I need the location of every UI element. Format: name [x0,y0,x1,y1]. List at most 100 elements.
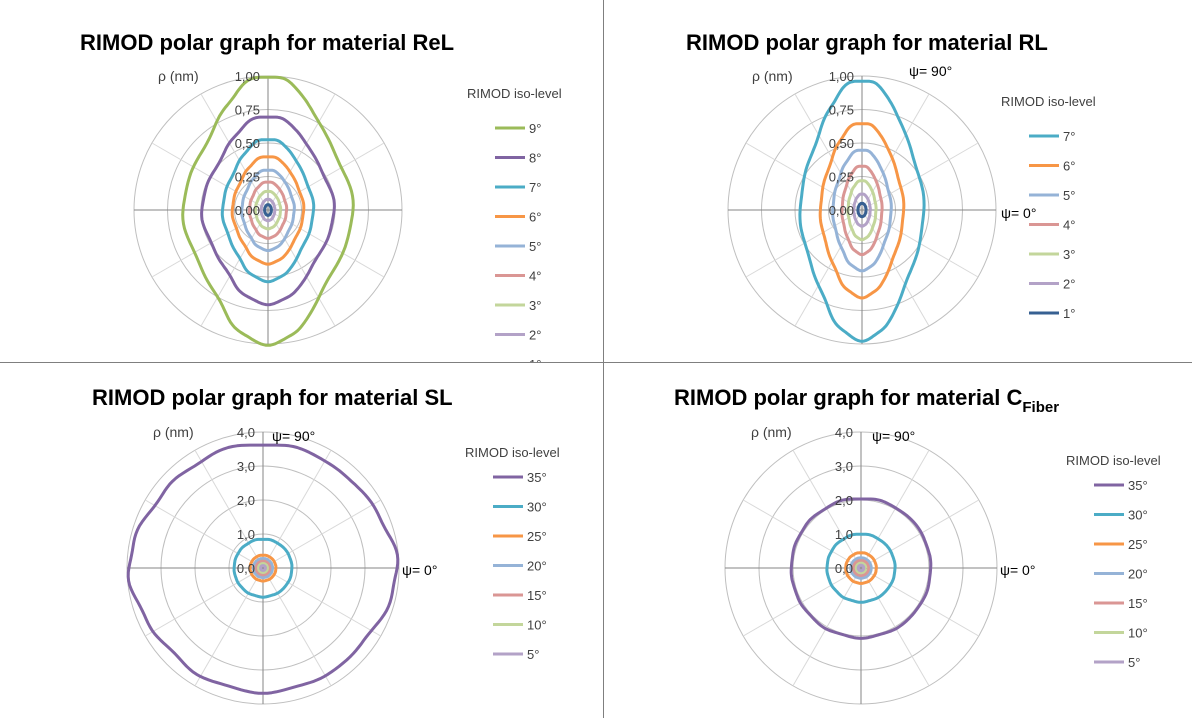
series-group [789,497,933,640]
legend: RIMOD iso-level 35° 30° 25° 20° 15° 10° 5° [465,445,560,662]
series-line-2 [259,197,277,223]
grid-spoke [267,142,385,211]
grid-spoke [860,567,980,637]
radial-tick-label: 3,0 [237,459,255,474]
legend-label-4: 4° [1063,218,1075,233]
legend-label-4: 4° [529,269,541,284]
radial-axis-label: ρ (nm) [751,424,792,440]
vertical-divider [603,0,604,718]
legend-label-15: 15° [1128,596,1148,611]
grid-spoke [262,499,382,569]
series-line-30 [232,537,294,599]
series-line-15 [254,559,272,577]
legend-title: RIMOD iso-level [465,445,560,460]
series-line-35 [126,443,400,695]
grid-spoke [860,567,930,687]
grid-spoke [144,499,264,569]
legend-label-5: 5° [1128,655,1140,670]
radial-tick-label: 4,0 [237,425,255,440]
chart-title: RIMOD polar graph for material CFiber [674,385,1059,416]
angle-label-0: ψ= 0° [1000,562,1035,578]
chart-panel-cfiber: RIMOD polar graph for material CFiber 0,0… [604,363,1192,718]
series-group [126,443,400,695]
legend-label-6: 6° [1063,159,1075,174]
legend-label-3: 3° [1063,247,1075,262]
series-line-5 [856,563,866,573]
polar-grid [727,75,997,345]
legend-label-5: 5° [527,647,539,662]
chart-title: RIMOD polar graph for material SL [92,385,453,410]
polar-grid [126,431,400,705]
radial-tick-label: 2,0 [237,493,255,508]
series-line-7 [220,138,316,284]
radial-tick-label: 0,00 [829,203,854,218]
grid-spoke [262,567,332,687]
series-line-25 [248,553,278,583]
radial-tick-label: 1,00 [829,69,854,84]
grid-spoke [262,567,382,637]
legend-title: RIMOD iso-level [1066,453,1161,468]
series-line-20 [252,557,274,580]
series-line-15 [852,559,870,578]
radial-tick-label: 0,25 [829,170,854,185]
series-line-7 [798,79,926,343]
legend-label-10: 10° [1128,626,1148,641]
legend-label-7: 7° [529,180,541,195]
grid-spoke [151,209,269,278]
legend-title: RIMOD iso-level [467,86,562,101]
polar-grid [724,431,998,705]
series-line-4 [247,180,289,240]
legend-label-8: 8° [529,151,541,166]
radial-tick-label: 0,0 [835,561,853,576]
legend-label-10: 10° [527,618,547,633]
polar-chart-rl: RIMOD polar graph for material RL 0,00 0,2… [686,30,1096,345]
radial-tick-label: 0,75 [829,103,854,118]
grid-spoke [194,449,264,569]
radial-tick-label: 3,0 [835,459,853,474]
series-line-5 [240,168,296,253]
angle-label-0: ψ= 0° [1001,205,1036,221]
legend-label-25: 25° [527,529,547,544]
series-line-1 [263,203,273,217]
series-line-9 [181,75,355,347]
series-line-2 [852,192,872,228]
legend-label-2: 2° [529,328,541,343]
horizontal-divider [0,362,1192,363]
legend-label-25: 25° [1128,537,1148,552]
grid-spoke [194,567,264,687]
grid-spoke [860,499,980,569]
radial-tick-label: 1,0 [835,527,853,542]
angle-label-0: ψ= 0° [402,562,437,578]
radial-tick-label: 0,50 [235,136,260,151]
grid-spoke [262,449,332,569]
series-group [181,75,355,347]
series-line-3 [253,189,283,231]
legend-label-20: 20° [527,559,547,574]
angle-label-90: ψ= 90° [272,428,315,444]
legend-label-15: 15° [527,588,547,603]
legend: RIMOD iso-level 35° 30° 25° 20° 15° 10° 5° [1066,453,1161,670]
radial-axis-label: ρ (nm) [158,68,199,84]
legend-label-6: 6° [529,210,541,225]
chart-panel-rl: RIMOD polar graph for material RL 0,00 0,2… [604,0,1192,362]
legend-label-7: 7° [1063,129,1075,144]
radial-tick-label: 0,75 [235,103,260,118]
legend-label-30: 30° [527,500,547,515]
legend-label-3: 3° [529,298,541,313]
legend-label-2: 2° [1063,277,1075,292]
legend-label-5: 5° [1063,188,1075,203]
radial-tick-label: 0,25 [235,170,260,185]
chart-panel-rel: RIMOD polar graph for material ReL 0,00 0,… [0,0,603,362]
series-line-10 [257,562,269,574]
radial-tick-label: 1,00 [235,69,260,84]
series-line-8 [200,115,336,307]
angle-label-90: ψ= 90° [872,428,915,444]
radial-tick-label: 0,50 [829,136,854,151]
legend-label-20: 20° [1128,567,1148,582]
series-line-3 [846,179,878,242]
series-line-10 [854,561,868,575]
radial-tick-label: 0,0 [237,561,255,576]
radial-axis-label: ρ (nm) [153,424,194,440]
legend: RIMOD iso-level 9° 8° 7° 6° 5° 4° 3° 2° 1° [467,86,562,362]
legend-label-30: 30° [1128,508,1148,523]
